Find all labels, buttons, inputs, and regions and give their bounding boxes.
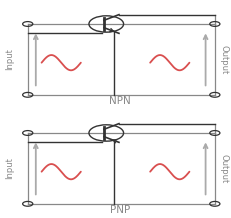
Text: PNP: PNP — [110, 205, 130, 215]
Text: Output: Output — [220, 45, 228, 74]
Text: Output: Output — [220, 154, 228, 183]
Text: NPN: NPN — [109, 96, 131, 106]
Text: Input: Input — [5, 48, 14, 70]
Text: Input: Input — [5, 157, 14, 179]
